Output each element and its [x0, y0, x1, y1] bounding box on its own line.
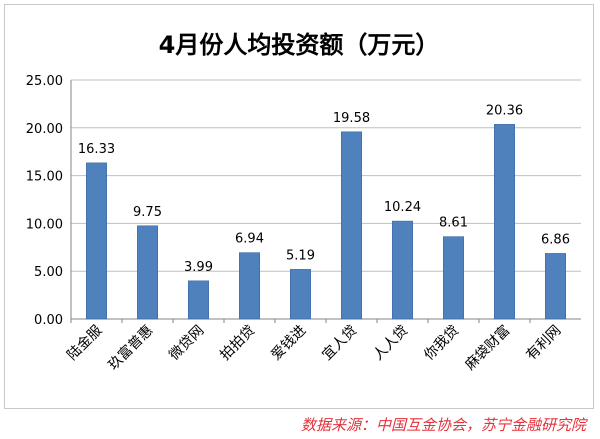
- x-tick-labels: 陆金服 玖富普惠 微贷网 拍拍贷 爱钱进 宜人贷 人人贷 你我贷 麻袋财富 有利网: [64, 322, 564, 374]
- bar: [86, 162, 108, 320]
- data-labels: 16.33 9.75 3.99 6.94 5.19 19.58 10.24 8.61 20.36…: [78, 103, 570, 274]
- x-tick-label: 宜人贷: [319, 323, 360, 364]
- bar: [137, 225, 159, 320]
- bar: [188, 280, 210, 320]
- y-tick-labels: 0.00 5.00 10.00 15.00 20.00 25.00: [26, 74, 63, 328]
- bar: [544, 253, 566, 320]
- data-label: 20.36: [486, 103, 523, 118]
- x-tick-label: 人人贷: [370, 323, 411, 364]
- y-tick-label: 5.00: [34, 265, 63, 280]
- y-tick-label: 25.00: [26, 74, 63, 89]
- chart-frame: 4月份人均投资额（万元） 16.33 9.75 3.99 6.94 5.19 19.58 1…: [4, 4, 594, 409]
- bar: [239, 252, 261, 320]
- x-tick-label: 拍拍贷: [217, 323, 258, 364]
- x-tick-label: 微贷网: [166, 323, 207, 364]
- x-tick-label: 有利网: [523, 323, 564, 364]
- data-label: 5.19: [286, 248, 315, 263]
- x-tick-label: 爱钱进: [268, 323, 309, 364]
- bar: [289, 269, 311, 320]
- y-tick-label: 20.00: [26, 122, 63, 137]
- bar-chart: 4月份人均投资额（万元） 16.339.753.996.945.1919.581…: [26, 31, 581, 374]
- x-tick-label: 你我贷: [421, 323, 462, 364]
- data-label: 6.86: [541, 232, 570, 247]
- data-label: 16.33: [78, 142, 115, 157]
- data-label: 3.99: [184, 260, 213, 275]
- bar: [340, 131, 362, 320]
- bars: [86, 124, 566, 320]
- bar: [493, 124, 515, 320]
- x-tick-label: 陆金服: [64, 323, 105, 364]
- bar: [442, 236, 464, 320]
- data-label: 19.58: [333, 111, 370, 126]
- x-tick-label: 麻袋财富: [462, 322, 514, 374]
- data-label: 8.61: [439, 216, 468, 231]
- data-label: 9.75: [133, 205, 162, 220]
- data-label: 6.94: [235, 232, 264, 247]
- bar: [391, 220, 413, 320]
- y-tick-label: 0.00: [34, 313, 63, 328]
- chart-title: 4月份人均投资额（万元）: [159, 31, 440, 59]
- x-tick-label: 玖富普惠: [105, 322, 157, 374]
- data-label: 10.24: [384, 200, 421, 215]
- y-tick-label: 15.00: [26, 170, 63, 185]
- source-note: 数据来源：中国互金协会，苏宁金融研究院: [300, 416, 586, 434]
- y-tick-label: 10.00: [26, 217, 63, 232]
